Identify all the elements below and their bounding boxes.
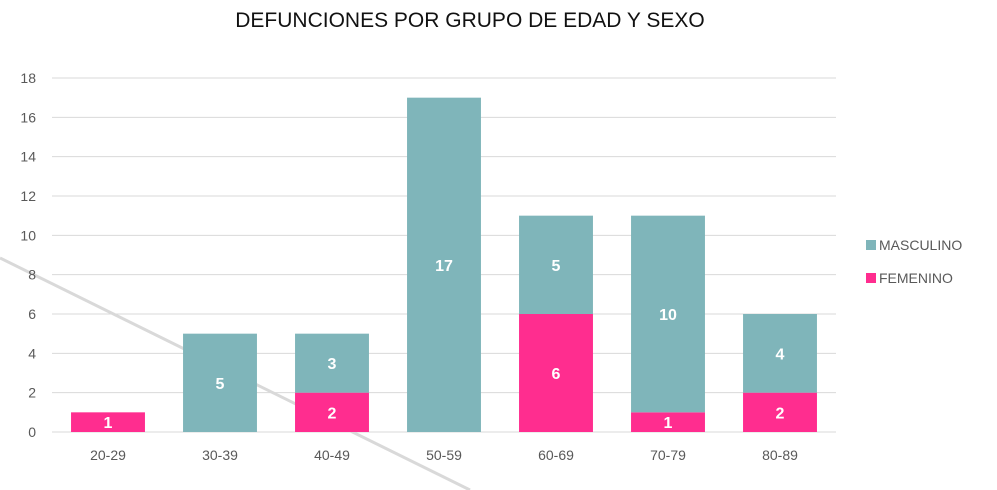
data-label-masculino-30-39: 5 (216, 376, 225, 393)
bar-femenino-20-29 (71, 412, 145, 432)
x-tick-label: 20-29 (90, 447, 126, 463)
data-label-masculino-50-59: 17 (435, 258, 453, 275)
legend: MASCULINO FEMENINO (866, 237, 962, 286)
bar-masculino-30-39 (183, 333, 257, 432)
y-tick-label: 14 (20, 149, 36, 165)
data-label-masculino-40-49: 3 (328, 356, 337, 373)
data-label-masculino-70-79: 10 (659, 307, 677, 324)
bar-masculino-60-69 (519, 215, 593, 314)
x-tick-label: 50-59 (426, 447, 462, 463)
y-axis-ticks: 0 2 4 6 8 10 12 14 16 18 (20, 70, 36, 440)
y-tick-label: 16 (20, 109, 36, 125)
x-tick-label: 60-69 (538, 447, 574, 463)
y-tick-label: 12 (20, 188, 36, 204)
x-tick-label: 30-39 (202, 447, 238, 463)
bar-masculino-40-49 (295, 333, 369, 393)
chart-title: DEFUNCIONES POR GRUPO DE EDAD Y SEXO (235, 9, 705, 32)
data-labels: 1 5 2 3 17 6 5 1 10 2 4 (104, 258, 785, 432)
data-label-femenino-20-29: 1 (104, 415, 113, 432)
bar-femenino-80-89 (743, 392, 817, 432)
data-label-femenino-80-89: 2 (776, 405, 785, 422)
legend-swatch-femenino (866, 273, 876, 283)
y-tick-label: 10 (20, 227, 36, 243)
x-tick-label: 80-89 (762, 447, 798, 463)
data-label-masculino-60-69: 5 (552, 258, 561, 275)
y-tick-label: 0 (28, 424, 36, 440)
legend-label-masculino: MASCULINO (879, 237, 962, 253)
bar-femenino-70-79 (631, 412, 705, 432)
y-tick-label: 18 (20, 70, 36, 86)
y-tick-label: 8 (28, 267, 36, 283)
data-label-masculino-80-89: 4 (776, 346, 785, 363)
data-label-femenino-60-69: 6 (552, 366, 561, 383)
data-label-femenino-40-49: 2 (328, 405, 337, 422)
x-axis-ticks: 20-29 30-39 40-49 50-59 60-69 70-79 80-89 (90, 447, 798, 463)
y-tick-label: 4 (28, 345, 36, 361)
y-tick-label: 6 (28, 306, 36, 322)
y-tick-label: 2 (28, 385, 36, 401)
bar-masculino-70-79 (631, 215, 705, 413)
data-label-femenino-70-79: 1 (664, 415, 673, 432)
bar-masculino-80-89 (743, 314, 817, 393)
x-tick-label: 40-49 (314, 447, 350, 463)
legend-label-femenino: FEMENINO (879, 270, 953, 286)
x-tick-label: 70-79 (650, 447, 686, 463)
bar-femenino-40-49 (295, 392, 369, 432)
bars (71, 97, 817, 433)
bar-femenino-60-69 (519, 314, 593, 432)
bar-masculino-50-59 (407, 97, 481, 433)
legend-swatch-masculino (866, 240, 876, 250)
